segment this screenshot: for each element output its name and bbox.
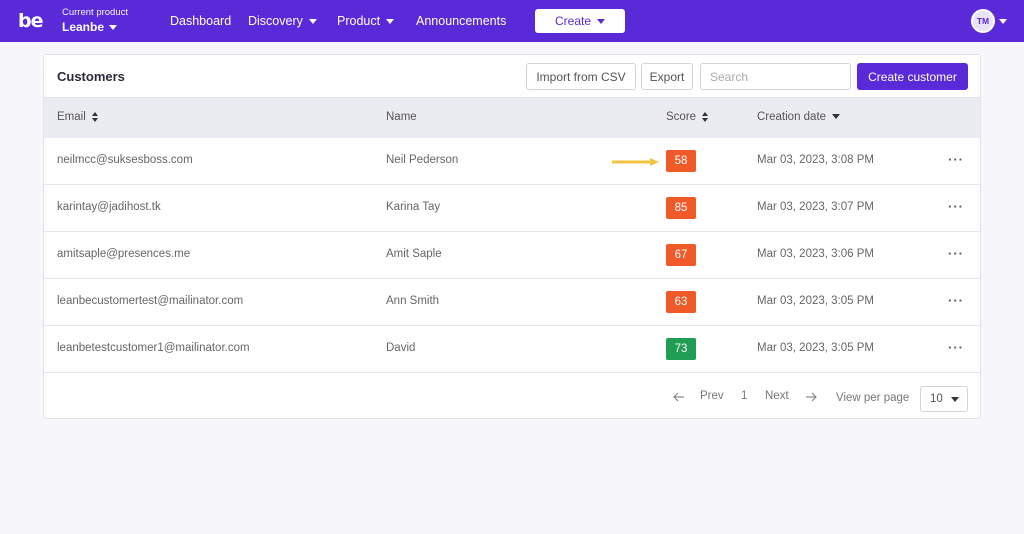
customer-email: karintay@jadihost.tk xyxy=(57,201,161,213)
score-badge: 85 xyxy=(666,197,696,219)
customer-name: Amit Saple xyxy=(386,248,442,260)
arrow-right-icon[interactable] xyxy=(805,392,817,402)
chevron-down-icon xyxy=(950,396,959,402)
more-actions-icon[interactable]: ··· xyxy=(948,152,964,167)
more-actions-icon[interactable]: ··· xyxy=(948,246,964,261)
user-menu[interactable]: TM xyxy=(971,9,1007,33)
highlight-arrow-icon xyxy=(612,158,659,166)
view-per-page-label: View per page xyxy=(836,392,910,404)
create-button-label: Create xyxy=(554,14,592,28)
column-creation-date-label: Creation date xyxy=(757,111,827,123)
score-badge: 58 xyxy=(666,150,696,172)
current-page[interactable]: 1 xyxy=(741,390,748,402)
create-button[interactable]: Create xyxy=(535,9,625,33)
score-badge: 67 xyxy=(666,244,696,266)
avatar: TM xyxy=(971,9,995,33)
chevron-down-icon xyxy=(999,18,1007,24)
creation-date: Mar 03, 2023, 3:05 PM xyxy=(757,295,874,307)
table-header: Email Name Score Creation date xyxy=(44,97,980,138)
nav-announcements[interactable]: Announcements xyxy=(416,14,507,28)
app-logo[interactable]: be xyxy=(18,10,43,32)
chevron-down-icon xyxy=(386,19,395,25)
table-row[interactable]: karintay@jadihost.tk Karina Tay 85 Mar 0… xyxy=(44,185,980,232)
score-badge: 73 xyxy=(666,338,696,360)
create-customer-button[interactable]: Create customer xyxy=(857,63,968,90)
prev-page-button[interactable]: Prev xyxy=(700,390,724,402)
customer-email: amitsaple@presences.me xyxy=(57,248,191,260)
nav-product[interactable]: Product xyxy=(337,14,395,28)
product-name-label: Leanbe xyxy=(62,20,105,34)
column-score-label: Score xyxy=(666,111,697,123)
customer-name: Ann Smith xyxy=(386,295,440,307)
chevron-down-icon xyxy=(109,25,118,31)
table-row[interactable]: neilmcc@suksesboss.com Neil Pederson 58 … xyxy=(44,138,980,185)
customer-name: David xyxy=(386,342,416,354)
import-csv-button[interactable]: Import from CSV xyxy=(526,63,636,90)
nav-discovery-label: Discovery xyxy=(248,14,303,28)
nav-dashboard[interactable]: Dashboard xyxy=(170,14,232,28)
page-title: Customers xyxy=(57,69,125,84)
column-email-label: Email xyxy=(57,111,86,123)
customer-email: leanbecustomertest@mailinator.com xyxy=(57,295,244,307)
column-creation-date[interactable]: Creation date xyxy=(757,111,841,123)
column-score[interactable]: Score xyxy=(666,111,709,123)
creation-date: Mar 03, 2023, 3:07 PM xyxy=(757,201,874,213)
per-page-value: 10 xyxy=(930,393,943,405)
search-input[interactable] xyxy=(700,63,851,90)
column-email[interactable]: Email xyxy=(57,111,99,123)
sort-descending-icon xyxy=(832,114,841,120)
customers-card: Customers Import from CSV Export Create … xyxy=(43,54,981,419)
product-switcher[interactable]: Current product Leanbe xyxy=(62,7,128,34)
next-page-button[interactable]: Next xyxy=(765,390,789,402)
top-nav: be Current product Leanbe Dashboard Disc… xyxy=(0,0,1024,42)
export-button[interactable]: Export xyxy=(641,63,693,90)
creation-date: Mar 03, 2023, 3:06 PM xyxy=(757,248,874,260)
creation-date: Mar 03, 2023, 3:08 PM xyxy=(757,154,874,166)
table-row[interactable]: leanbecustomertest@mailinator.com Ann Sm… xyxy=(44,279,980,326)
table-row[interactable]: leanbetestcustomer1@mailinator.com David… xyxy=(44,326,980,373)
customer-name: Karina Tay xyxy=(386,201,441,213)
sort-icon xyxy=(702,111,709,122)
customer-name: Neil Pederson xyxy=(386,154,459,166)
arrow-left-icon[interactable] xyxy=(673,392,685,402)
per-page-select[interactable]: 10 xyxy=(920,386,968,412)
customer-email: leanbetestcustomer1@mailinator.com xyxy=(57,342,250,354)
creation-date: Mar 03, 2023, 3:05 PM xyxy=(757,342,874,354)
table-row[interactable]: amitsaple@presences.me Amit Saple 67 Mar… xyxy=(44,232,980,279)
chevron-down-icon xyxy=(597,18,606,24)
nav-product-label: Product xyxy=(337,14,381,28)
product-caption: Current product xyxy=(62,7,129,18)
customer-email: neilmcc@suksesboss.com xyxy=(57,154,193,166)
nav-discovery[interactable]: Discovery xyxy=(248,14,317,28)
column-name: Name xyxy=(386,111,417,123)
chevron-down-icon xyxy=(308,19,317,25)
sort-icon xyxy=(91,111,99,122)
more-actions-icon[interactable]: ··· xyxy=(948,293,964,308)
score-badge: 63 xyxy=(666,291,696,313)
product-name: Leanbe xyxy=(62,20,128,34)
more-actions-icon[interactable]: ··· xyxy=(948,340,964,355)
more-actions-icon[interactable]: ··· xyxy=(948,199,964,214)
